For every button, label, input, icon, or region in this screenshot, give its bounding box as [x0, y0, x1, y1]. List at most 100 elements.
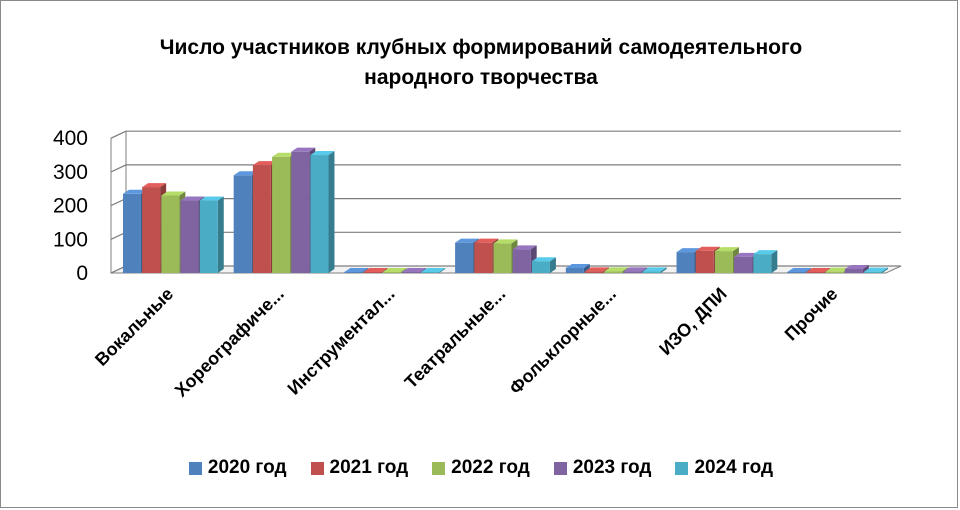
bar-side — [862, 264, 869, 273]
bar-top — [122, 189, 147, 194]
bar-top — [310, 151, 335, 156]
bar-top — [252, 161, 277, 166]
bars — [122, 147, 889, 273]
bar-top — [474, 238, 499, 243]
bar-top — [382, 267, 407, 272]
bar-side — [400, 267, 407, 273]
bar-top — [161, 191, 186, 196]
bar-front — [714, 251, 733, 273]
bar-front — [493, 243, 512, 273]
bar — [421, 267, 446, 273]
legend-label: 2022 год — [451, 457, 530, 478]
bar-front — [604, 271, 623, 273]
bar-front — [455, 242, 474, 273]
bar-front — [233, 175, 252, 273]
bar-side — [217, 196, 224, 273]
legend-item: 2024 год — [675, 457, 773, 479]
bar-front — [676, 252, 695, 273]
y-axis-ticks: 0 100 200 300 400 — [53, 127, 88, 285]
bar-side — [805, 267, 812, 273]
bar-front — [252, 165, 271, 273]
bar-top — [363, 267, 388, 272]
bar-side — [328, 151, 335, 273]
legend-label: 2023 год — [572, 457, 652, 478]
bar-top — [512, 245, 537, 250]
bar-top — [291, 147, 316, 152]
y-tick-label: 200 — [53, 195, 88, 218]
y-tick-label: 300 — [53, 161, 88, 184]
bar — [642, 267, 667, 273]
chart-title: Число участников клубных формирований са… — [1, 33, 960, 93]
bar-front — [531, 261, 550, 273]
bar-front — [199, 200, 218, 273]
bar — [310, 151, 335, 273]
bar — [753, 250, 778, 273]
bar-side — [381, 267, 388, 273]
bar-front — [512, 249, 531, 273]
bar-top — [493, 239, 518, 244]
bar-front — [695, 250, 714, 273]
bar-top — [676, 248, 701, 253]
bar-side — [583, 263, 590, 273]
bar-front — [382, 271, 401, 273]
legend-item: 2021 год — [310, 457, 409, 479]
bar-top — [421, 267, 446, 272]
bar-top — [199, 196, 224, 201]
bar-front — [363, 271, 382, 273]
legend-label: 2021 год — [329, 457, 409, 478]
bar-top — [344, 267, 369, 272]
bar-top — [806, 267, 831, 272]
bar-front — [122, 193, 141, 273]
bar-side — [771, 250, 778, 273]
legend-item: 2020 год — [188, 457, 287, 479]
bar — [531, 257, 556, 273]
bar-front — [565, 267, 584, 273]
bar-front — [753, 254, 772, 273]
bar-top — [734, 252, 759, 257]
bar-top — [642, 267, 667, 272]
bar-top — [787, 267, 812, 272]
x-category-label: Инструментал... — [284, 284, 399, 399]
bar-front — [844, 268, 863, 273]
y-tick-label: 0 — [76, 262, 88, 285]
bar-front — [787, 271, 806, 273]
bar-front — [272, 156, 291, 273]
bar-side — [549, 257, 556, 273]
bar-front — [344, 271, 363, 273]
bar-front — [291, 151, 310, 273]
bar — [565, 263, 590, 273]
bar — [844, 264, 869, 273]
bar-side — [882, 267, 889, 273]
bar-top — [844, 264, 869, 269]
bar — [401, 267, 426, 273]
bar-front — [401, 271, 420, 273]
bar — [344, 267, 369, 273]
x-category-label: Театральные... — [401, 284, 510, 393]
bar-front — [180, 200, 199, 273]
bar-front — [825, 271, 844, 273]
gridline — [110, 164, 901, 173]
legend-swatch — [310, 461, 324, 475]
x-category-label: Хореографиче... — [171, 284, 288, 401]
bar-top — [695, 246, 720, 251]
bar-front — [623, 271, 642, 273]
bar-front — [142, 187, 161, 273]
bar-top — [753, 250, 778, 255]
legend-swatch — [432, 461, 446, 475]
bar-top — [180, 196, 205, 201]
bar — [199, 196, 224, 273]
bar-top — [565, 263, 590, 268]
x-category-label: Прочие — [781, 284, 842, 345]
bar-top — [623, 267, 648, 272]
legend-item: 2022 год — [432, 457, 530, 479]
bar — [864, 267, 889, 273]
legend-swatch — [675, 461, 689, 475]
bar — [363, 267, 388, 273]
bar — [512, 245, 537, 273]
x-category-label: Фольклорные... — [505, 284, 620, 399]
chart-title-line-2: народного творчества — [364, 66, 598, 89]
bar — [787, 267, 812, 273]
bar-front — [864, 271, 883, 273]
